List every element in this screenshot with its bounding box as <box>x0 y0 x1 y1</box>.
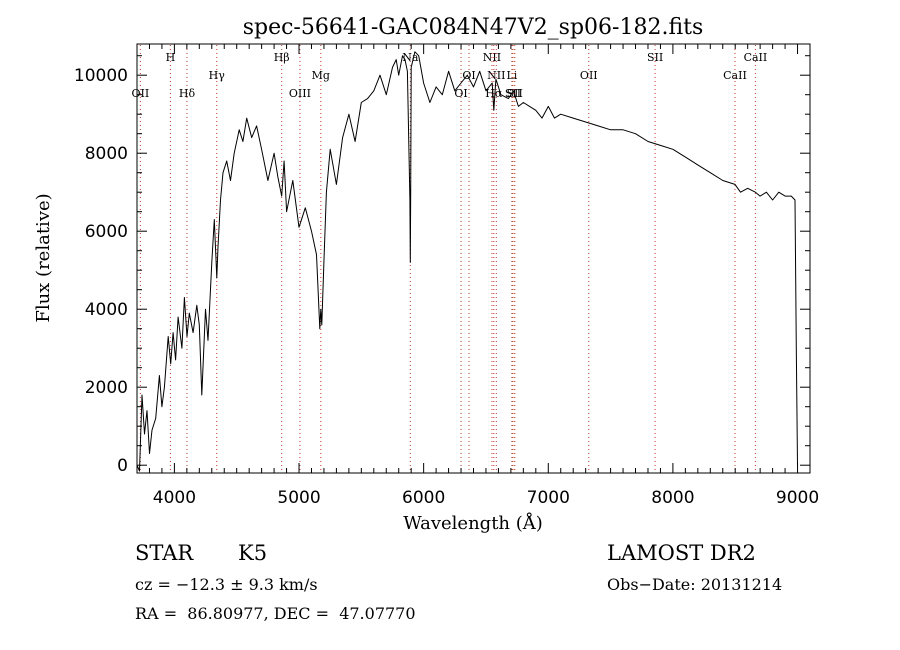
y-axis-label: Flux (relative) <box>33 193 54 322</box>
marker-label: Mg <box>312 69 330 82</box>
y-tick-label: 6000 <box>85 222 128 242</box>
y-tick-label: 2000 <box>85 378 128 398</box>
survey-name: LAMOST DR2 <box>607 541 756 565</box>
observation-date: Obs−Date: 20131214 <box>607 575 783 594</box>
x-axis: 4000 5000 6000 7000 8000 9000 <box>136 44 819 508</box>
marker-label: Hβ <box>274 51 290 64</box>
marker-label: H <box>166 51 176 64</box>
marker-label: OIII <box>289 87 311 100</box>
y-tick-label: 8000 <box>85 144 128 164</box>
marker-label: CaII <box>744 51 768 64</box>
x-tick-label: 8000 <box>651 488 694 508</box>
plot-frame <box>136 43 811 474</box>
spectral-subclass: K5 <box>238 541 268 565</box>
marker-label: OII <box>132 87 150 100</box>
marker-label: Hδ <box>179 87 196 100</box>
y-tick-label: 0 <box>117 456 128 476</box>
marker-label: OI <box>462 69 475 82</box>
marker-label: SII <box>647 51 663 64</box>
x-tick-label: 9000 <box>776 488 819 508</box>
marker-label: NII <box>487 69 505 82</box>
marker-label: Hα <box>485 87 503 100</box>
chart-title: spec-56641-GAC084N47V2_sp06-182.fits <box>243 15 704 40</box>
spectrum-series <box>136 51 798 472</box>
x-tick-label: 5000 <box>277 488 320 508</box>
marker-label: OI <box>454 87 467 100</box>
object-class: STAR <box>135 541 194 565</box>
y-axis: 0 2000 4000 6000 8000 10000 <box>74 55 810 476</box>
marker-label: Li <box>506 69 517 82</box>
y-tick-label: 4000 <box>85 300 128 320</box>
marker-label: SII <box>505 87 521 100</box>
x-tick-label: 7000 <box>527 488 570 508</box>
marker-label: Hγ <box>209 69 226 82</box>
marker-label: CaII <box>723 69 747 82</box>
marker-label: OII <box>580 69 598 82</box>
x-tick-label: 6000 <box>402 488 445 508</box>
y-tick-label: 10000 <box>74 66 128 86</box>
marker-label: NII <box>483 51 501 64</box>
spectrum-line <box>136 51 798 472</box>
x-axis-label: Wavelength (Å) <box>403 512 543 534</box>
x-tick-label: 4000 <box>153 488 196 508</box>
redshift-value: cz = −12.3 ± 9.3 km/s <box>135 575 318 594</box>
sky-coordinates: RA = 86.80977, DEC = 47.07770 <box>135 604 416 623</box>
